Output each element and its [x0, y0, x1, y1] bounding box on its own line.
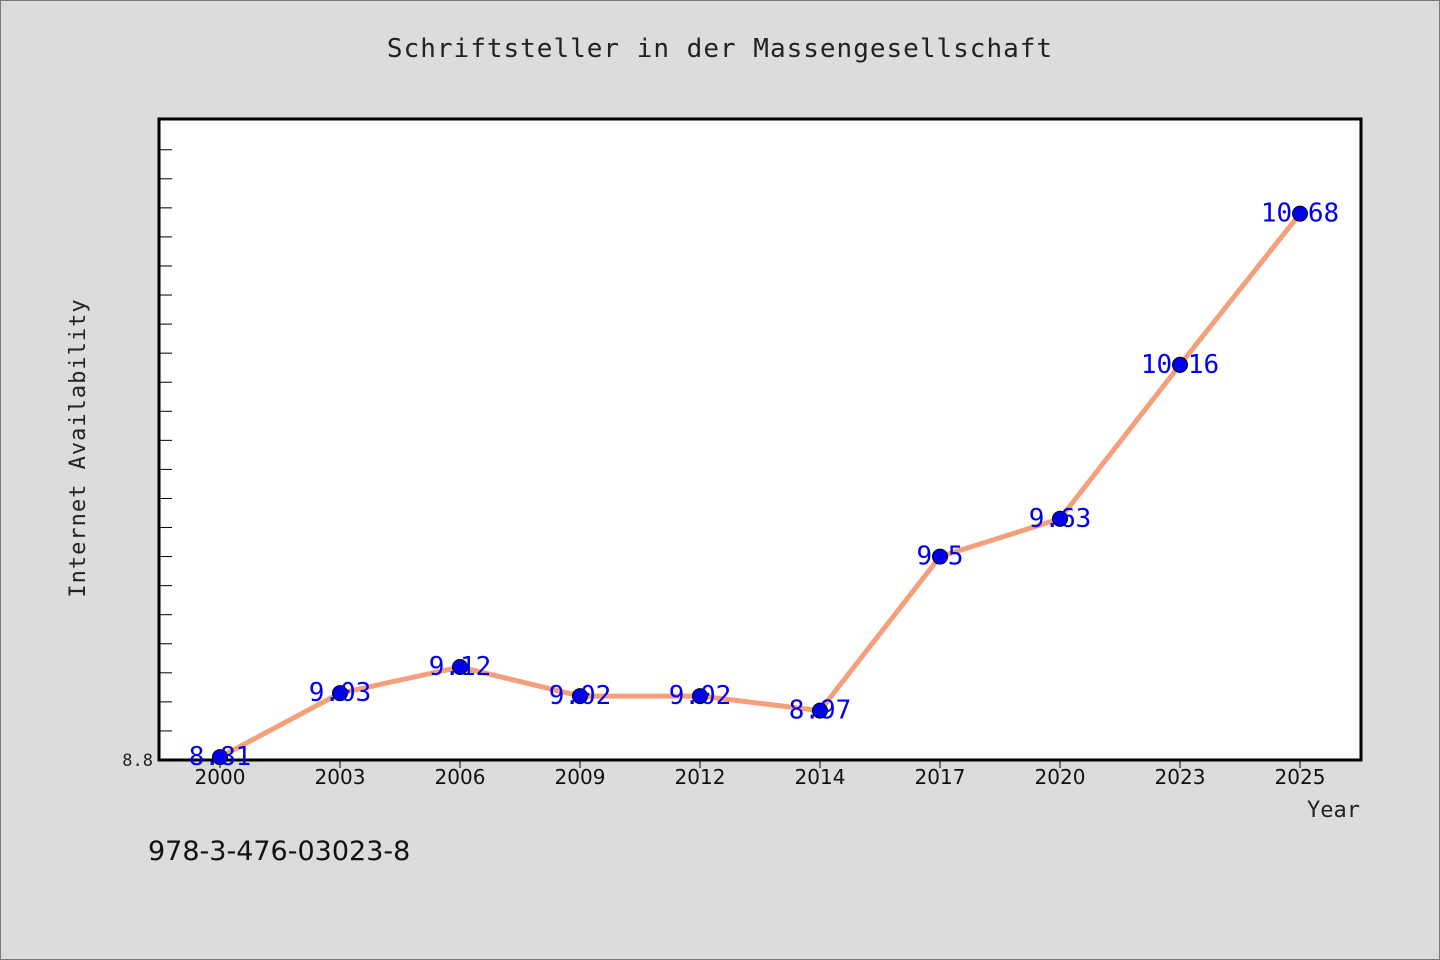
data-label: 9.02	[669, 681, 732, 711]
plot-area	[157, 117, 1363, 762]
series-line	[217, 211, 1303, 760]
data-point	[332, 685, 348, 702]
x-tick-label: 2014	[795, 765, 846, 789]
x-tick-label: 2023	[1155, 765, 1206, 789]
data-point	[812, 702, 828, 719]
data-label: 9.03	[309, 678, 372, 708]
y-tick-label: 8.8	[122, 751, 153, 771]
x-tick-label: 2009	[555, 765, 606, 789]
data-point	[692, 688, 708, 705]
x-tick-label: 2003	[315, 765, 366, 789]
data-label: 9.5	[917, 542, 964, 572]
x-tick-label: 2017	[915, 765, 966, 789]
data-point	[1292, 205, 1308, 222]
data-label: 10.68	[1261, 199, 1339, 229]
series-markers	[212, 205, 1308, 766]
x-tick-label: 2025	[1275, 765, 1326, 789]
chart-title: Schriftsteller in der Massengesellschaft	[386, 34, 1054, 64]
x-tick-label: 2006	[435, 765, 486, 789]
data-point	[452, 659, 468, 676]
x-axis-ticks: 2000 2003 2006 2009 2012 2014 2017 2020 2023 2025	[195, 760, 1326, 789]
data-label: 9.63	[1029, 504, 1092, 534]
x-tick-label: 2000	[195, 765, 246, 789]
data-point	[212, 749, 228, 766]
data-point	[1052, 510, 1068, 527]
x-tick-label: 2012	[675, 765, 726, 789]
data-label: 8.97	[789, 696, 852, 726]
x-axis-label: Year	[1307, 798, 1360, 823]
data-label: 9.12	[429, 652, 492, 682]
x-tick-label: 2020	[1035, 765, 1086, 789]
data-point	[572, 688, 588, 705]
y-axis-ticks	[159, 149, 172, 761]
y-axis-label: Internet Availability	[66, 298, 91, 597]
data-label: 8.81	[189, 742, 252, 772]
data-point	[932, 548, 948, 565]
data-point	[1172, 356, 1188, 373]
data-label: 10.16	[1141, 350, 1219, 380]
isbn-text: 978-3-476-03023-8	[148, 836, 411, 867]
data-labels: 8.81 9.03 9.12 9.02 9.02 8.97 9.5 9.63 10.16 10.6…	[189, 199, 1339, 772]
data-label: 9.02	[549, 681, 612, 711]
